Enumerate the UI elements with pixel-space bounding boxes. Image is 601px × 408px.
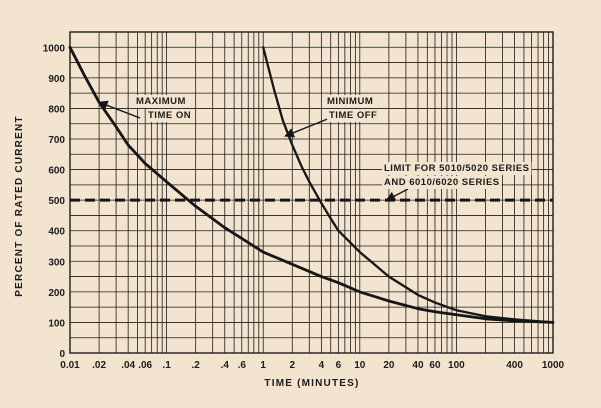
x-tick-label: 1000: [542, 360, 565, 371]
y-axis-label: PERCENT OF RATED CURRENT: [14, 115, 25, 296]
x-tick-label: 40: [412, 360, 424, 371]
y-tick-label: 1000: [43, 43, 66, 54]
y-tick-label: 300: [48, 257, 65, 268]
x-tick-label: .06: [138, 360, 152, 371]
y-tick-labels: 0 100 200 300 400 500 600 700 800 900 1000: [43, 43, 66, 360]
x-tick-labels: 0.01 .02 .04.06 .1 .2 .4 .6 1 2 4 6 10 20 40 60 100 400 1…: [60, 360, 564, 371]
leader-limit: [385, 188, 409, 201]
leader-max: [97, 100, 141, 119]
y-tick-label: 100: [48, 318, 65, 329]
x-tick-label: .6: [238, 360, 247, 371]
annotation-bg: [325, 95, 376, 108]
annotation-bg: [134, 95, 188, 108]
x-tick-label: 6: [336, 360, 342, 371]
y-tick-label: 200: [48, 288, 65, 299]
annotation-bg: [327, 109, 380, 122]
x-tick-label: 10: [354, 360, 366, 371]
annotation-max-line1: MAXIMUM: [136, 96, 186, 107]
annotation-max-line2: TIME ON: [148, 110, 191, 121]
plot-frame: [69, 31, 554, 354]
y-tick-label: 800: [48, 104, 65, 115]
x-tick-label: .1: [162, 360, 171, 371]
x-tick-label: .02: [92, 360, 106, 371]
annotation-bg: [382, 176, 502, 189]
y-tick-label: 900: [48, 74, 65, 85]
annotation-limit-line1: LIMIT FOR 5010/5020 SERIES: [384, 163, 530, 174]
x-tick-label: 100: [448, 360, 465, 371]
annotation-limit-line2: AND 6010/6020 SERIES: [384, 177, 500, 188]
annotation-bg: [382, 162, 532, 175]
x-tick-label: 4: [319, 360, 325, 371]
x-tick-label: 400: [506, 360, 523, 371]
series-line-1: [68, 45, 555, 324]
annotation-min-line1: MINIMUM: [327, 96, 373, 107]
annotation-leaders: [97, 100, 409, 201]
x-axis-label: TIME (MINUTES): [264, 378, 359, 389]
annotations: MAXIMUM TIME ON MINIMUM TIME OFF LIMIT F…: [134, 95, 532, 189]
y-tick-label: 0: [59, 349, 65, 360]
y-tick-label: 500: [48, 196, 65, 207]
x-tick-label: .04: [121, 360, 135, 371]
y-tick-label: 400: [48, 227, 65, 238]
y-tick-label: 600: [48, 166, 65, 177]
annotation-bg: [146, 109, 194, 122]
x-tick-label: 0.01: [60, 360, 80, 371]
x-tick-label: 2: [289, 360, 295, 371]
y-tick-label: 700: [48, 135, 65, 146]
grid: [69, 31, 554, 354]
x-tick-label: .4: [221, 360, 230, 371]
x-tick-label: .2: [192, 360, 201, 371]
x-tick-label: 20: [383, 360, 395, 371]
x-tick-label: 1: [260, 360, 266, 371]
annotation-min-line2: TIME OFF: [329, 110, 377, 121]
leader-min: [284, 117, 331, 138]
x-tick-label: 60: [429, 360, 441, 371]
